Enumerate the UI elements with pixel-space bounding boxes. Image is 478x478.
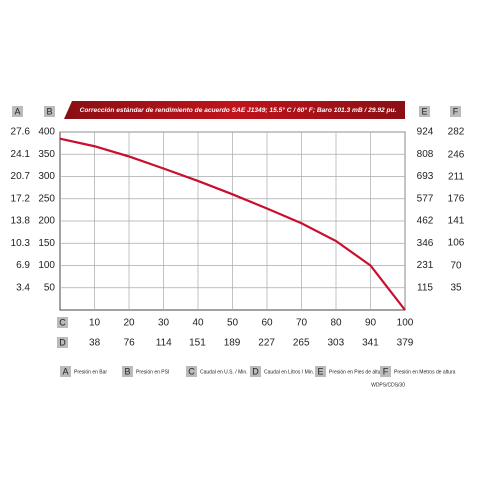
y2-tick-label: 462 <box>417 216 434 227</box>
y2-tick-label: 115 <box>417 282 433 293</box>
y2-tick-label: 577 <box>417 193 434 204</box>
y2-tick-label: 808 <box>417 149 434 160</box>
axis-letter-box <box>450 106 461 117</box>
axis-letter: B <box>124 366 130 376</box>
x-tick-label: 90 <box>365 318 377 329</box>
curve <box>59 137 406 311</box>
y2-tick-label: 346 <box>417 238 434 249</box>
y-tick-label: 50 <box>44 282 56 293</box>
y-tick-label: 150 <box>38 238 55 249</box>
x2-tick-label: 151 <box>189 338 206 349</box>
x-tick-label: 100 <box>397 318 414 329</box>
axis-letter-box <box>419 106 430 117</box>
legend-label: Presión en Metros de altura <box>394 369 456 375</box>
x-tick-label: 40 <box>192 318 204 329</box>
y2-tick-label: 211 <box>448 171 464 182</box>
axis-letter-box <box>57 317 68 328</box>
title-band <box>64 101 405 119</box>
x-tick-label: 50 <box>227 318 239 329</box>
legend-label: Caudal en U.S. / Min. <box>200 369 248 375</box>
legend-label: Presión en PSI <box>136 369 169 375</box>
axis-letter: F <box>383 366 389 376</box>
x2-tick-label: 38 <box>89 338 101 349</box>
y2-tick-label: 231 <box>417 260 434 271</box>
axis-letter-box <box>315 366 326 377</box>
x2-tick-label: 76 <box>124 338 136 349</box>
x-tick-label: 80 <box>330 318 342 329</box>
y2-tick-label: 282 <box>448 127 465 138</box>
y2-tick-label: 141 <box>448 216 465 227</box>
x2-tick-label: 189 <box>224 338 241 349</box>
axis-letter: B <box>46 106 52 116</box>
y2-tick-label: 24.1 <box>11 149 31 160</box>
x-tick-label: 20 <box>123 318 135 329</box>
axis-letter: C <box>59 317 66 327</box>
axis-letter-box <box>250 366 261 377</box>
x2-tick-label: 303 <box>327 338 344 349</box>
y2-tick-label: 246 <box>448 149 465 160</box>
y-tick-label: 350 <box>38 149 55 160</box>
axis-letter-box <box>57 337 68 348</box>
axis-letter: A <box>14 106 20 116</box>
x2-tick-label: 227 <box>258 338 275 349</box>
x2-tick-label: 265 <box>293 338 310 349</box>
y2-tick-label: 693 <box>417 171 434 182</box>
axis-letter-box <box>380 366 391 377</box>
y2-tick-label: 176 <box>448 194 465 205</box>
axis-letter: E <box>421 106 427 116</box>
y-tick-label: 200 <box>38 216 55 227</box>
axis-letter-box <box>60 366 71 377</box>
y2-tick-label: 20.7 <box>11 171 31 182</box>
axis-letter: C <box>188 366 195 376</box>
axis-letter-box <box>12 106 23 117</box>
y2-tick-label: 106 <box>448 238 465 249</box>
legend-label: Presión en Pies de altura <box>329 369 385 375</box>
axis-letter: D <box>252 366 259 376</box>
axis-letter: F <box>453 106 459 116</box>
legend-label: Presión en Bar <box>74 369 107 375</box>
x-tick-label: 60 <box>261 318 273 329</box>
axis-letter-box <box>44 106 55 117</box>
y2-tick-label: 17.2 <box>11 194 31 205</box>
y-tick-label: 250 <box>38 193 55 204</box>
y2-tick-label: 70 <box>450 260 462 271</box>
x2-tick-label: 341 <box>362 338 379 349</box>
x-tick-label: 30 <box>158 318 170 329</box>
x-tick-label: 70 <box>296 318 308 329</box>
axis-letter: E <box>317 366 323 376</box>
axis-letter: D <box>59 337 66 347</box>
y2-tick-label: 10.3 <box>11 238 31 249</box>
y2-tick-label: 6.9 <box>16 260 30 271</box>
axis-letter: A <box>62 366 68 376</box>
legend-label: Caudal en Litros / Min. <box>264 369 314 375</box>
y-tick-label: 300 <box>38 171 55 182</box>
y2-tick-label: 13.8 <box>11 216 31 227</box>
y-tick-label: 100 <box>38 260 55 271</box>
y2-tick-label: 27.6 <box>11 127 31 138</box>
footnote: WDPS/CDS/30 <box>371 382 405 388</box>
y-tick-label: 400 <box>38 127 55 138</box>
x2-tick-label: 114 <box>156 338 172 349</box>
axis-letter-box <box>186 366 197 377</box>
x-tick-label: 10 <box>89 318 101 329</box>
chart-title: Corrección estándar de rendimiento de ac… <box>80 106 397 114</box>
y2-tick-label: 924 <box>417 127 434 138</box>
axis-letter-box <box>122 366 133 377</box>
y2-tick-label: 35 <box>450 283 462 294</box>
y2-tick-label: 3.4 <box>16 283 30 294</box>
x2-tick-label: 379 <box>397 338 414 349</box>
